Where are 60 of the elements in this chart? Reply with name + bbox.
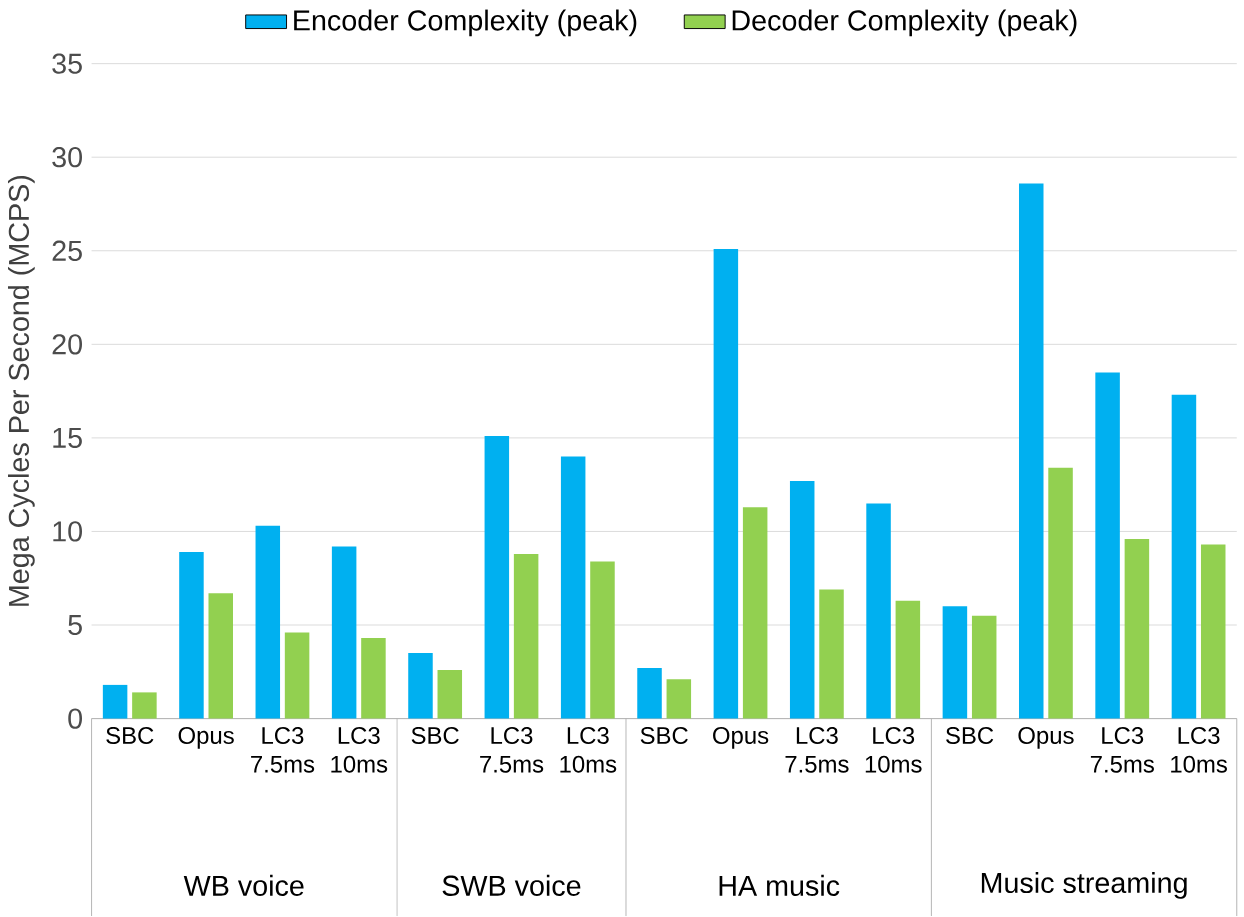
x-tick-label: Opus xyxy=(1018,727,1074,749)
x-tick-label: Opus xyxy=(713,727,769,749)
y-tick-label: 10 xyxy=(53,521,83,542)
y-tick-label: 0 xyxy=(68,708,83,729)
bar xyxy=(1171,395,1197,719)
bar xyxy=(408,653,433,719)
bar xyxy=(713,249,739,719)
bar xyxy=(819,589,844,719)
bar xyxy=(560,456,586,719)
x-tick-label: LC3 10ms xyxy=(331,727,388,773)
bar xyxy=(942,606,968,719)
bar xyxy=(1018,183,1044,719)
bar xyxy=(361,638,386,719)
bar xyxy=(590,561,615,719)
bar xyxy=(1048,468,1073,719)
x-tick-label: LC3 10ms xyxy=(865,727,922,773)
y-tick-label: 30 xyxy=(52,147,83,168)
bar xyxy=(666,679,692,719)
y-tick-label: 5 xyxy=(68,615,82,636)
x-tick-label: SBC xyxy=(946,727,994,745)
bar xyxy=(102,685,128,719)
bar xyxy=(208,593,233,719)
text: WB voice xyxy=(183,875,304,897)
bar xyxy=(255,526,281,719)
bar xyxy=(484,436,510,719)
x-tick-label: LC3 7.5ms xyxy=(251,727,315,773)
bar xyxy=(132,692,157,719)
x-tick-label: SBC xyxy=(411,727,459,745)
x-tick-label: LC3 7.5ms xyxy=(785,727,849,773)
x-tick-label: SBC xyxy=(106,727,154,745)
bar xyxy=(513,554,539,719)
bar xyxy=(1095,372,1120,719)
text: HA music xyxy=(719,875,840,897)
y-tick-label: 25 xyxy=(52,240,82,262)
bar xyxy=(971,615,997,719)
text: SWB voice xyxy=(442,875,581,897)
x-tick-label: SBC xyxy=(640,727,688,745)
bar xyxy=(331,546,357,719)
bar xyxy=(637,668,662,719)
legend-label: Encoder Complexity (peak) xyxy=(294,9,637,37)
bar xyxy=(742,507,768,719)
bar xyxy=(866,503,891,719)
bar xyxy=(284,632,310,719)
y-axis-title: Mega Cycles Per Second (MCPS) xyxy=(7,176,35,607)
bar xyxy=(789,481,815,719)
bar xyxy=(1124,539,1150,719)
y-tick-label: 20 xyxy=(52,334,83,355)
legend-label: Decoder Complexity (peak) xyxy=(732,9,1077,37)
x-tick-label: LC3 10ms xyxy=(560,727,617,773)
x-tick-label: Opus xyxy=(178,727,234,749)
bar xyxy=(179,552,204,719)
y-tick-label: 15 xyxy=(53,428,82,449)
bar xyxy=(437,670,463,719)
bar xyxy=(1200,544,1226,719)
bar xyxy=(895,600,921,719)
x-tick-label: LC3 7.5ms xyxy=(480,727,544,773)
y-tick-label: 35 xyxy=(52,53,82,75)
text: Music streaming xyxy=(981,872,1187,900)
x-tick-label: LC3 7.5ms xyxy=(1090,727,1154,773)
x-tick-label: LC3 10ms xyxy=(1171,727,1227,773)
